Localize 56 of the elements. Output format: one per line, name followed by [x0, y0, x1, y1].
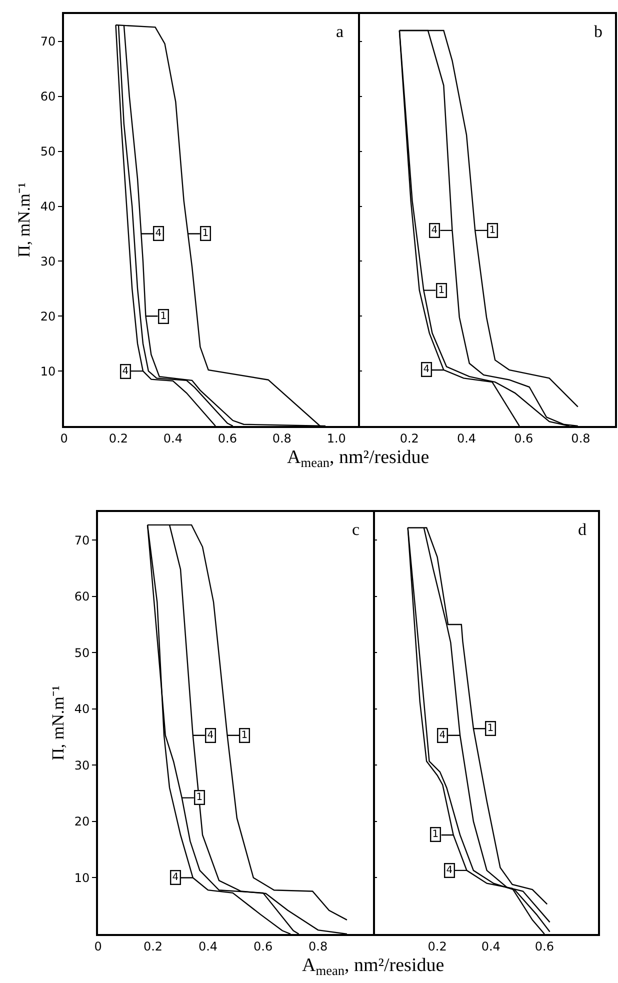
- x-tick-label: 0.4: [481, 939, 500, 954]
- x-axis-title: A$_{mean}$, nm²/residue: [287, 447, 430, 470]
- x-tick-label: 0.6: [514, 431, 534, 446]
- y-tick-label: 40: [74, 702, 90, 716]
- y-tick-label: 20: [40, 309, 56, 324]
- annotation: a: [336, 22, 344, 41]
- annotation: 1: [202, 228, 209, 240]
- annotation: 4: [122, 366, 129, 378]
- annotation: 4: [172, 872, 179, 884]
- x-tick-label: 0: [60, 431, 68, 446]
- y-axis-title: Π, mN.m⁻¹: [14, 182, 34, 258]
- annotation: 1: [241, 730, 248, 742]
- x-tick-label: 0.2: [428, 939, 447, 954]
- x-tick-label: 1.0: [326, 431, 346, 446]
- annotation: 4: [155, 228, 162, 240]
- x-tick-label: 0.4: [456, 431, 476, 446]
- y-tick-label: 50: [40, 144, 56, 159]
- annotation: 1: [438, 285, 445, 296]
- y-tick-label: 70: [40, 34, 56, 49]
- annotation: 1: [160, 311, 167, 322]
- annotation: 4: [431, 225, 438, 236]
- annotation: 1: [196, 792, 203, 804]
- x-tick-label: 0.6: [534, 939, 554, 954]
- x-tick-label: 0.8: [308, 939, 328, 954]
- y-tick-label: 50: [74, 646, 90, 660]
- x-tick-label: 0.6: [218, 431, 237, 446]
- y-tick-label: 10: [74, 870, 90, 885]
- x-tick-label: 0.4: [163, 431, 182, 446]
- y-tick-label: 60: [40, 90, 56, 104]
- x-tick-label: 0.2: [108, 431, 128, 446]
- annotation: 1: [489, 225, 496, 236]
- x-tick-label: 0.2: [143, 939, 163, 954]
- y-tick-label: 70: [74, 533, 90, 548]
- annotation: c: [352, 520, 360, 539]
- annotation: 1: [432, 829, 439, 840]
- x-tick-label: 0: [94, 939, 102, 954]
- x-tick-label: 0.8: [571, 431, 590, 446]
- y-axis-title: Π, mN.m⁻¹: [48, 686, 68, 760]
- y-tick-label: 20: [74, 814, 90, 829]
- annotation: 4: [439, 730, 446, 742]
- annotation: b: [594, 22, 602, 41]
- y-tick-label: 10: [40, 364, 56, 378]
- annotation: 4: [423, 364, 430, 376]
- annotation: 4: [207, 730, 214, 742]
- x-tick-label: 0.2: [400, 431, 419, 446]
- y-tick-label: 40: [40, 199, 56, 214]
- annotation: 4: [446, 865, 453, 876]
- x-tick-label: 0.4: [198, 939, 218, 954]
- x-tick-label: 0.6: [254, 939, 273, 954]
- y-tick-label: 60: [74, 590, 90, 604]
- annotation: d: [578, 520, 587, 539]
- x-axis-title: A$_{mean}$, nm²/residue: [302, 955, 444, 978]
- y-tick-label: 30: [74, 758, 90, 772]
- annotation: 1: [487, 723, 494, 734]
- x-tick-label: 0.8: [272, 431, 292, 446]
- y-tick-label: 30: [40, 254, 56, 268]
